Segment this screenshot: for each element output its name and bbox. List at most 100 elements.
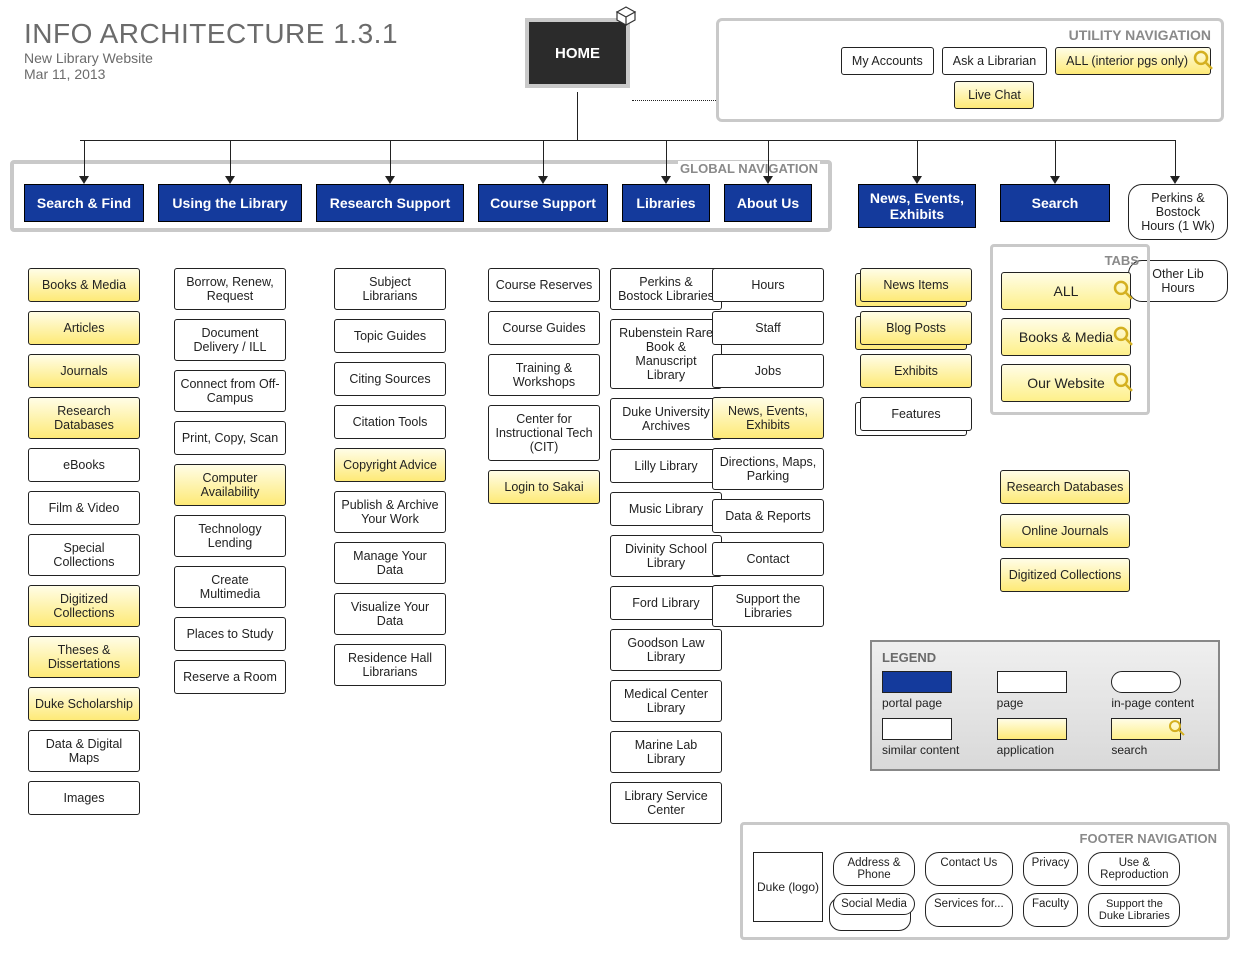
col-research-support: Subject Librarians Topic Guides Citing Sou… — [334, 268, 446, 686]
footer-faculty: Faculty — [1023, 893, 1079, 927]
stack-item: Features — [860, 397, 972, 431]
cell-item: Residence Hall Librarians — [334, 644, 446, 686]
home-node: HOME — [525, 18, 630, 88]
cell-item: Exhibits — [860, 354, 972, 388]
arrow-icon — [1170, 176, 1180, 184]
portal-research-support: Research Support — [316, 184, 464, 222]
cell-item: Music Library — [610, 492, 722, 526]
cell-item: Data & Reports — [712, 499, 824, 533]
live-chat: Live Chat — [954, 81, 1034, 109]
stack-item: Blog Posts — [860, 311, 972, 345]
global-nav-title: GLOBAL NAVIGATION — [678, 161, 820, 176]
footer-social-stack: Social Media — [833, 893, 915, 927]
cell-item: Connect from Off-Campus — [174, 370, 286, 412]
legend-inpage: in-page content — [1111, 671, 1208, 710]
cell-item: Duke Scholarship — [28, 687, 140, 721]
arrow-icon — [79, 176, 89, 184]
connector — [1055, 140, 1056, 176]
magnifier-icon — [1112, 325, 1134, 347]
connector — [768, 140, 769, 176]
footer-privacy: Privacy — [1023, 852, 1079, 886]
connector — [84, 140, 85, 176]
arrow-icon — [1050, 176, 1060, 184]
tab-books-media: Books & Media — [1001, 318, 1131, 356]
footer-use-repro: Use & Reproduction — [1088, 852, 1180, 886]
cell-item: Course Reserves — [488, 268, 600, 302]
cell-item: Citing Sources — [334, 362, 446, 396]
cell-item: Hours — [712, 268, 824, 302]
col-course-support: Course ReservesCourse GuidesTraining & W… — [488, 268, 600, 504]
cell-item: Technology Lending — [174, 515, 286, 557]
cell-item: Document Delivery / ILL — [174, 319, 286, 361]
col-libraries: Perkins & Bostock LibrariesRubenstein Ra… — [610, 268, 722, 824]
cell-item: Print, Copy, Scan — [174, 421, 286, 455]
col-news-events: News Items Blog Posts Exhibits Features — [860, 268, 972, 431]
cell-item: Training & Workshops — [488, 354, 600, 396]
magnifier-icon — [1112, 371, 1134, 393]
portal-course-support: Course Support — [478, 184, 608, 222]
cell-item: Theses & Dissertations — [28, 636, 140, 678]
cell-item: Subject Librarians — [334, 268, 446, 310]
cell-item: Jobs — [712, 354, 824, 388]
cell-item: eBooks — [28, 448, 140, 482]
connector — [543, 140, 544, 176]
cell-item: Computer Availability — [174, 464, 286, 506]
arrow-icon — [385, 176, 395, 184]
legend-similar: similar content — [882, 718, 979, 757]
cell-item: News Items — [860, 268, 972, 302]
connector — [917, 140, 918, 176]
search-extras: Research Databases Online Journals Digit… — [1000, 470, 1130, 592]
footer-title: FOOTER NAVIGATION — [753, 831, 1217, 846]
portal-using-library: Using the Library — [158, 184, 302, 222]
util-search-label: ALL (interior pgs only) — [1066, 54, 1188, 68]
magnifier-icon — [1112, 279, 1134, 301]
cell-item: Images — [28, 781, 140, 815]
legend-title: LEGEND — [882, 650, 1208, 665]
legend-page: page — [997, 671, 1094, 710]
col-about-us: HoursStaffJobsNews, Events, ExhibitsDire… — [712, 268, 824, 627]
cell-item: Data & Digital Maps — [28, 730, 140, 772]
connector — [577, 92, 578, 140]
search-research-db: Research Databases — [1000, 470, 1130, 504]
hours-perkins: Perkins & Bostock Hours (1 Wk) — [1128, 184, 1228, 240]
connector — [390, 140, 391, 176]
legend-portal: portal page — [882, 671, 979, 710]
legend-application: application — [997, 718, 1094, 757]
cell-item: Perkins & Bostock Libraries — [610, 268, 722, 310]
header: INFO ARCHITECTURE 1.3.1 New Library Webs… — [24, 18, 398, 82]
utility-title: UTILITY NAVIGATION — [729, 27, 1211, 43]
cell-item: Publish & Archive Your Work — [334, 491, 446, 533]
cell-item: Center for Instructional Tech (CIT) — [488, 405, 600, 461]
magnifier-icon — [1168, 719, 1186, 737]
header-subtitle: New Library Website — [24, 50, 398, 66]
portal-news-events: News, Events, Exhibits — [858, 184, 976, 228]
cell-item: Borrow, Renew, Request — [174, 268, 286, 310]
arrow-icon — [538, 176, 548, 184]
cell-item: Film & Video — [28, 491, 140, 525]
portal-about-us: About Us — [724, 184, 812, 222]
cell-item: Books & Media — [28, 268, 140, 302]
utility-nav: UTILITY NAVIGATION My Accounts Ask a Lib… — [716, 18, 1224, 122]
connector — [666, 140, 667, 176]
search-online-journals: Online Journals — [1000, 514, 1130, 548]
footer-services: Services for... — [925, 893, 1013, 927]
cell-item: Articles — [28, 311, 140, 345]
cell-item: News, Events, Exhibits — [712, 397, 824, 439]
cell-item: Directions, Maps, Parking — [712, 448, 824, 490]
tab-label: Our Website — [1027, 375, 1105, 391]
page-title: INFO ARCHITECTURE 1.3.1 — [24, 18, 398, 50]
cell-item: Topic Guides — [334, 319, 446, 353]
cell-item: Marine Lab Library — [610, 731, 722, 773]
cell-item: Citation Tools — [334, 405, 446, 439]
cell-item: Support the Libraries — [712, 585, 824, 627]
cell-item: Medical Center Library — [610, 680, 722, 722]
cell-item: Places to Study — [174, 617, 286, 651]
cell-item: Features — [860, 397, 972, 431]
arrow-icon — [912, 176, 922, 184]
search-digitized: Digitized Collections — [1000, 558, 1130, 592]
footer-contact: Contact Us — [925, 852, 1013, 886]
connector — [230, 140, 231, 176]
footer-support: Support the Duke Libraries — [1088, 893, 1180, 927]
tab-all: ALL — [1001, 272, 1131, 310]
tabs-title: TABS — [1001, 253, 1139, 268]
